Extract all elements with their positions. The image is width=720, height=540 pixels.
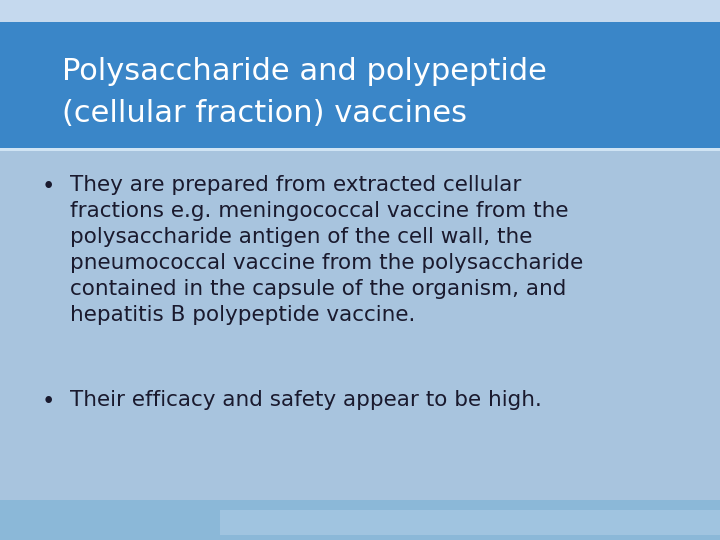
Text: polysaccharide antigen of the cell wall, the: polysaccharide antigen of the cell wall,…	[70, 227, 532, 247]
Text: fractions e.g. meningococcal vaccine from the: fractions e.g. meningococcal vaccine fro…	[70, 201, 569, 221]
Text: contained in the capsule of the organism, and: contained in the capsule of the organism…	[70, 279, 567, 299]
Text: Polysaccharide and polypeptide: Polysaccharide and polypeptide	[62, 57, 547, 86]
Bar	[0, 148, 720, 151]
Text: •: •	[42, 390, 55, 413]
Bar	[0, 22, 720, 150]
Bar	[0, 500, 720, 540]
Bar	[220, 510, 720, 535]
Bar	[0, 0, 720, 22]
Text: They are prepared from extracted cellular: They are prepared from extracted cellula…	[70, 175, 521, 195]
Text: hepatitis B polypeptide vaccine.: hepatitis B polypeptide vaccine.	[70, 305, 415, 325]
Text: Their efficacy and safety appear to be high.: Their efficacy and safety appear to be h…	[70, 390, 542, 410]
Text: (cellular fraction) vaccines: (cellular fraction) vaccines	[62, 99, 467, 129]
Text: pneumococcal vaccine from the polysaccharide: pneumococcal vaccine from the polysaccha…	[70, 253, 583, 273]
Text: •: •	[42, 175, 55, 198]
